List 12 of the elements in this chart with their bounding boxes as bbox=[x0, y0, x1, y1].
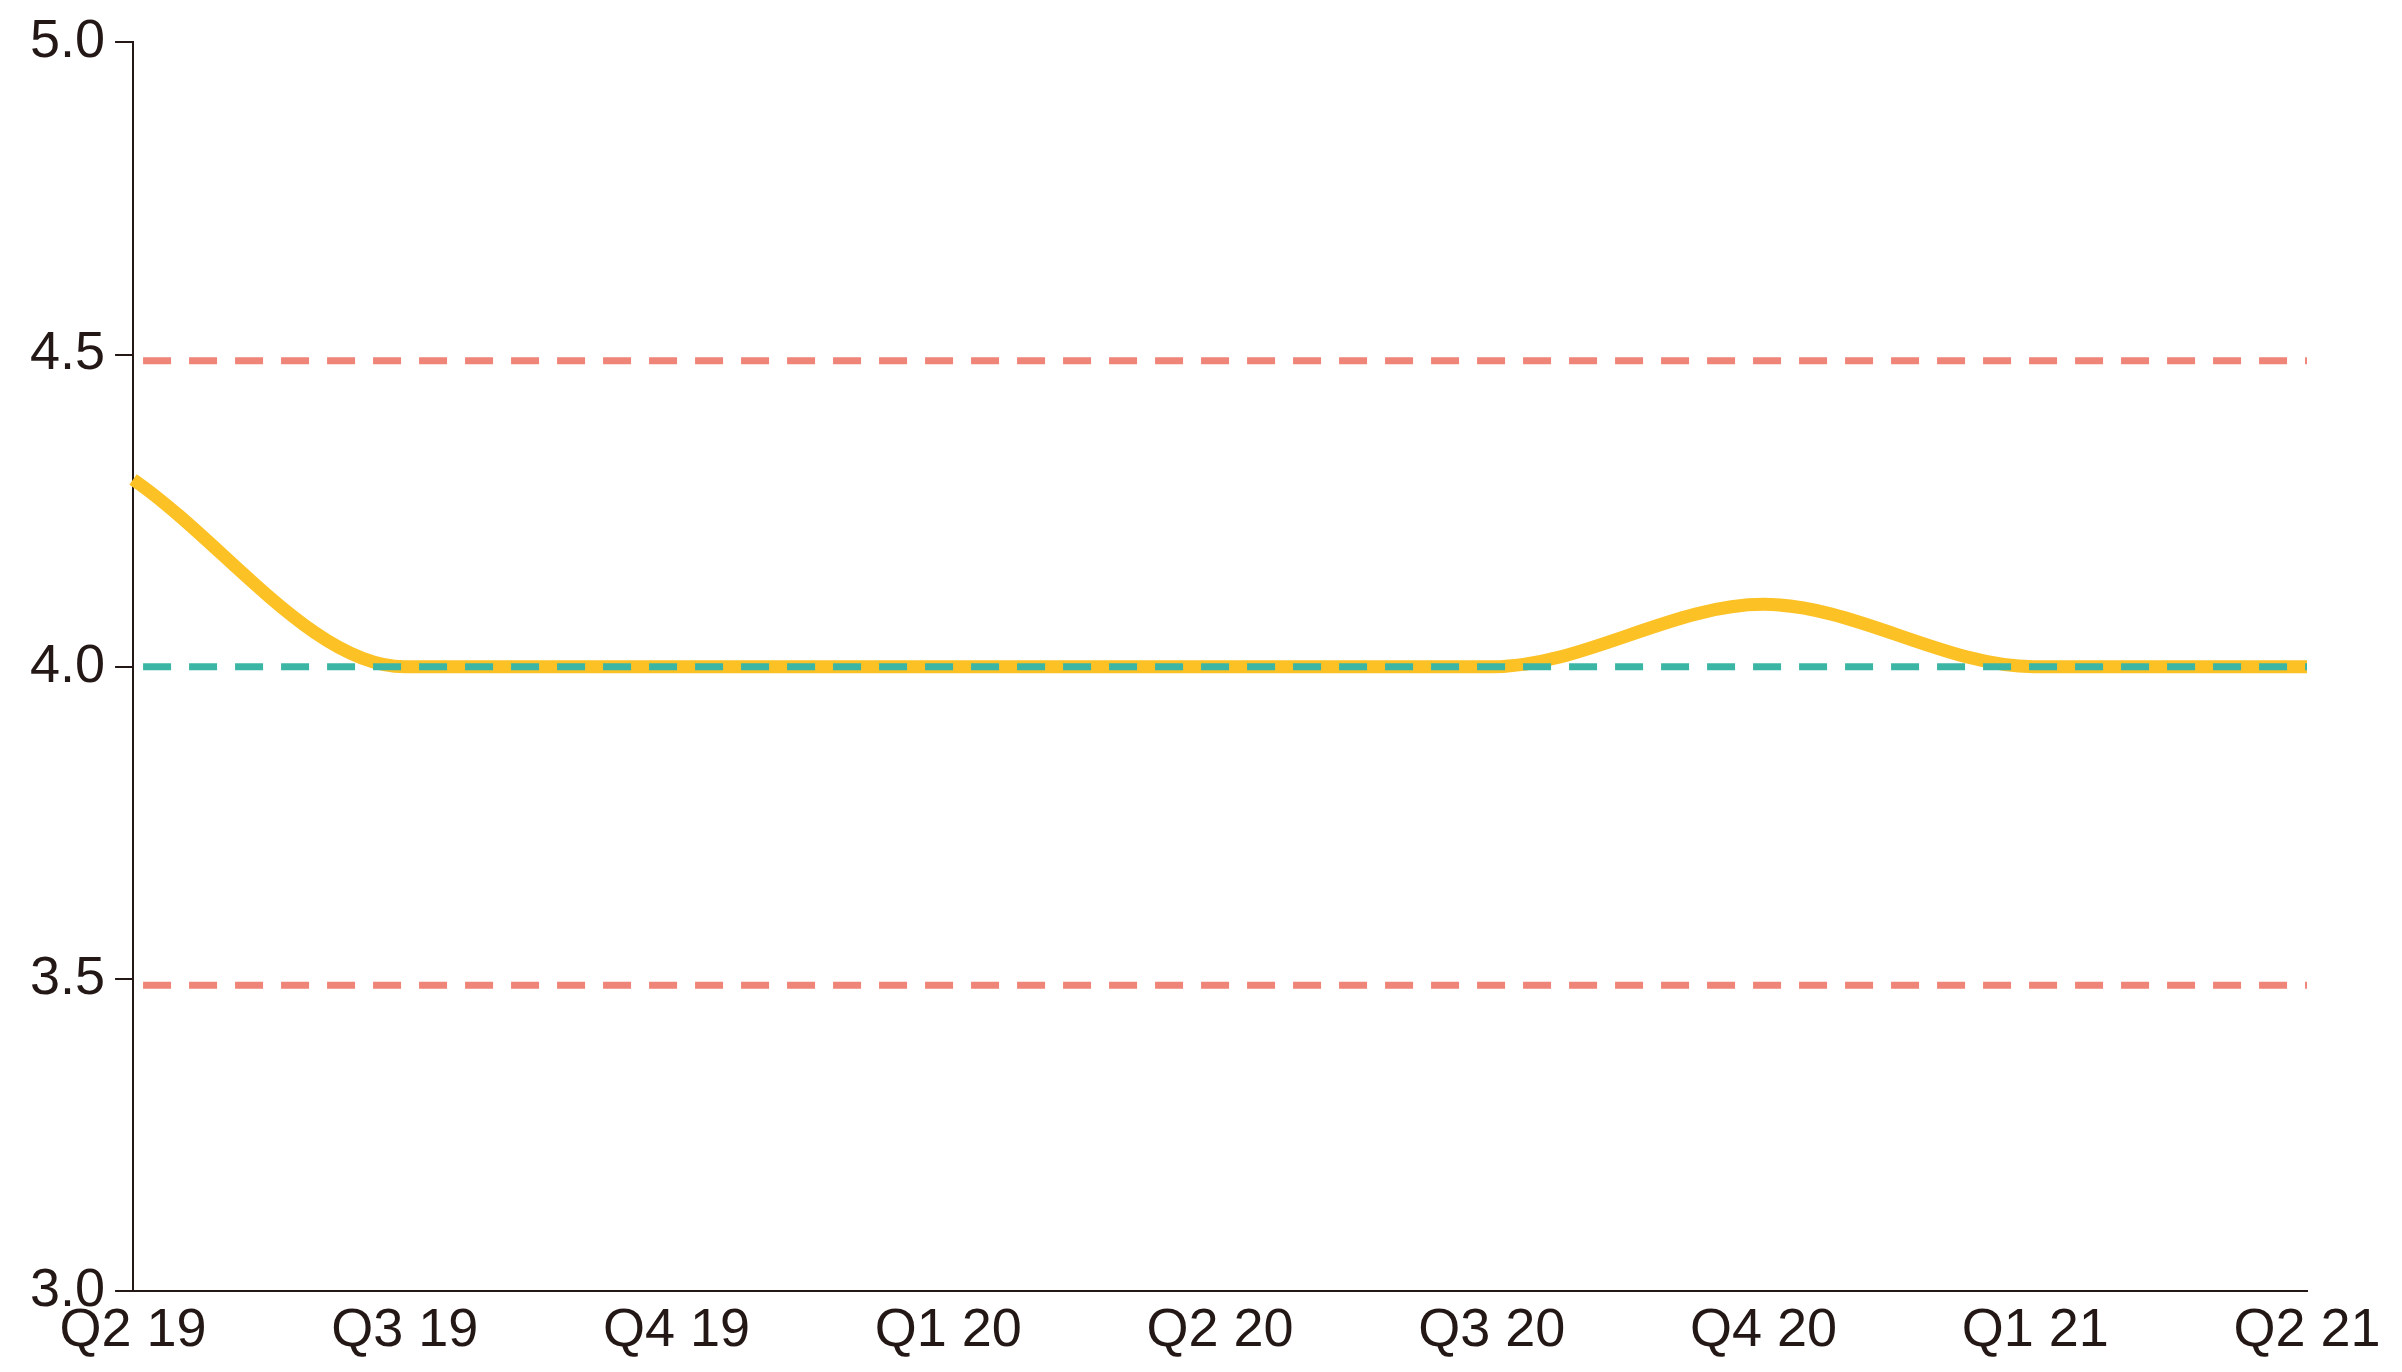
x-tick-label: Q3 19 bbox=[331, 1297, 479, 1358]
x-tick-label: Q2 21 bbox=[2233, 1297, 2381, 1358]
x-tick-label: Q3 20 bbox=[1418, 1297, 1566, 1358]
y-tick-label: 3.5 bbox=[29, 944, 106, 1005]
x-tick-label: Q4 20 bbox=[1689, 1297, 1838, 1358]
y-tick-label: 4.0 bbox=[29, 632, 106, 693]
y-tick-label: 4.5 bbox=[29, 320, 106, 381]
y-tick-label: 5.0 bbox=[29, 8, 106, 69]
x-tick-label: Q2 20 bbox=[1146, 1297, 1294, 1358]
x-tick-label: Q4 19 bbox=[603, 1297, 751, 1358]
x-tick-label: Q1 20 bbox=[874, 1297, 1022, 1358]
x-tick-label: Q1 21 bbox=[1961, 1297, 2109, 1358]
